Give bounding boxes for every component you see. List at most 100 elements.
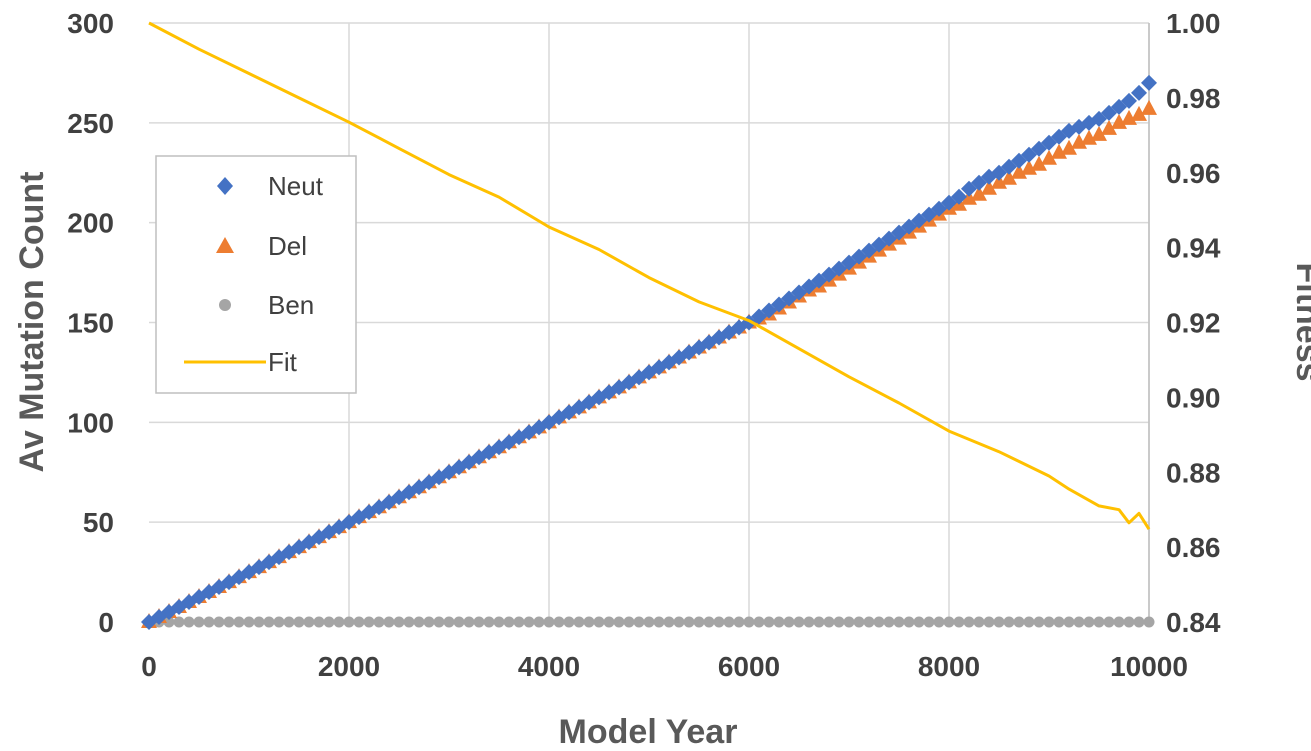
ben-point <box>863 616 875 628</box>
ben-point <box>833 616 845 628</box>
ben-point <box>163 616 175 628</box>
ben-point <box>603 616 615 628</box>
legend-label-del: Del <box>268 231 307 261</box>
ben-point <box>693 616 705 628</box>
triangle-marker-icon <box>216 237 234 253</box>
ben-point <box>273 616 285 628</box>
ben-point <box>753 616 765 628</box>
ben-point <box>993 616 1005 628</box>
del-point <box>1111 113 1127 129</box>
ben-point <box>853 616 865 628</box>
ben-point <box>1043 616 1055 628</box>
y-axis-title: Av Mutation Count <box>13 172 51 473</box>
ben-point <box>443 616 455 628</box>
ben-point <box>933 616 945 628</box>
ben-point <box>973 616 985 628</box>
y-tick-label: 250 <box>67 108 114 139</box>
del-point <box>981 179 997 195</box>
legend-item-neut: Neut <box>217 171 324 201</box>
x-tick-label: 4000 <box>518 651 580 682</box>
neut-point <box>1061 122 1077 139</box>
ben-point <box>463 616 475 628</box>
fit-line <box>148 21 1151 531</box>
neut-point <box>1131 84 1147 101</box>
ben-point <box>903 616 915 628</box>
ben-point <box>703 616 715 628</box>
ben-point <box>643 616 655 628</box>
legend-item-del: Del <box>216 231 307 261</box>
ben-point <box>673 616 685 628</box>
del-point <box>1141 99 1157 115</box>
ben-point <box>1083 616 1095 628</box>
ben-point <box>1143 616 1155 628</box>
ben-point <box>413 616 425 628</box>
ben-point <box>453 616 465 628</box>
y2-tick-label: 0.90 <box>1166 382 1221 413</box>
ben-point <box>523 616 535 628</box>
ben-point <box>963 616 975 628</box>
ben-point <box>543 616 555 628</box>
legend-label-neut: Neut <box>268 171 324 201</box>
ben-point <box>743 616 755 628</box>
ben-point <box>403 616 415 628</box>
ben-point <box>553 616 565 628</box>
y-tick-label: 0 <box>98 607 114 638</box>
ben-point <box>843 616 855 628</box>
ben-point <box>533 616 545 628</box>
y-tick-label: 50 <box>83 507 114 538</box>
ben-point <box>573 616 585 628</box>
y2-tick-label: 0.92 <box>1166 308 1221 339</box>
ben-point <box>483 616 495 628</box>
ben-point <box>253 616 265 628</box>
ben-point <box>1013 616 1025 628</box>
y2-axis-title: Fitness <box>1289 262 1311 381</box>
ben-point <box>333 616 345 628</box>
ben-point <box>893 616 905 628</box>
x-tick-label: 0 <box>141 651 157 682</box>
legend-box <box>155 155 357 394</box>
y2-tick-label: 0.84 <box>1166 607 1221 638</box>
ben-point <box>283 616 295 628</box>
del-point <box>1031 155 1047 171</box>
ben-point <box>723 616 735 628</box>
ben-point <box>383 616 395 628</box>
x-axis-title: Model Year <box>559 713 738 751</box>
neut-point <box>1121 92 1137 109</box>
ben-point <box>243 616 255 628</box>
del-point <box>1021 159 1037 175</box>
ben-point <box>1033 616 1045 628</box>
ben-point <box>983 616 995 628</box>
ben-point <box>733 616 745 628</box>
x-tick-label: 6000 <box>718 651 780 682</box>
y-tick-label: 200 <box>67 208 114 239</box>
ben-point <box>513 616 525 628</box>
circle-marker-icon <box>219 299 231 311</box>
ben-point <box>303 616 315 628</box>
ben-point <box>1133 616 1145 628</box>
del-point <box>1091 125 1107 141</box>
ben-point <box>1093 616 1105 628</box>
ben-point <box>803 616 815 628</box>
ben-point <box>583 616 595 628</box>
ben-point <box>883 616 895 628</box>
legend-item-ben: Ben <box>219 290 314 320</box>
del-point <box>1041 149 1057 165</box>
ben-point <box>613 616 625 628</box>
y-tick-label: 150 <box>67 308 114 339</box>
ben-point <box>1113 616 1125 628</box>
ben-point <box>1073 616 1085 628</box>
y-tick-label: 300 <box>67 8 114 39</box>
ben-point <box>373 616 385 628</box>
del-point <box>1081 129 1097 145</box>
ben-point <box>1023 616 1035 628</box>
ben-point <box>813 616 825 628</box>
x-tick-label: 10000 <box>1110 651 1188 682</box>
ben-point <box>633 616 645 628</box>
ben-point <box>473 616 485 628</box>
plot-area <box>141 21 1157 630</box>
del-point <box>1061 139 1077 155</box>
ben-point <box>493 616 505 628</box>
neut-point <box>1141 74 1157 91</box>
x-tick-label: 2000 <box>318 651 380 682</box>
